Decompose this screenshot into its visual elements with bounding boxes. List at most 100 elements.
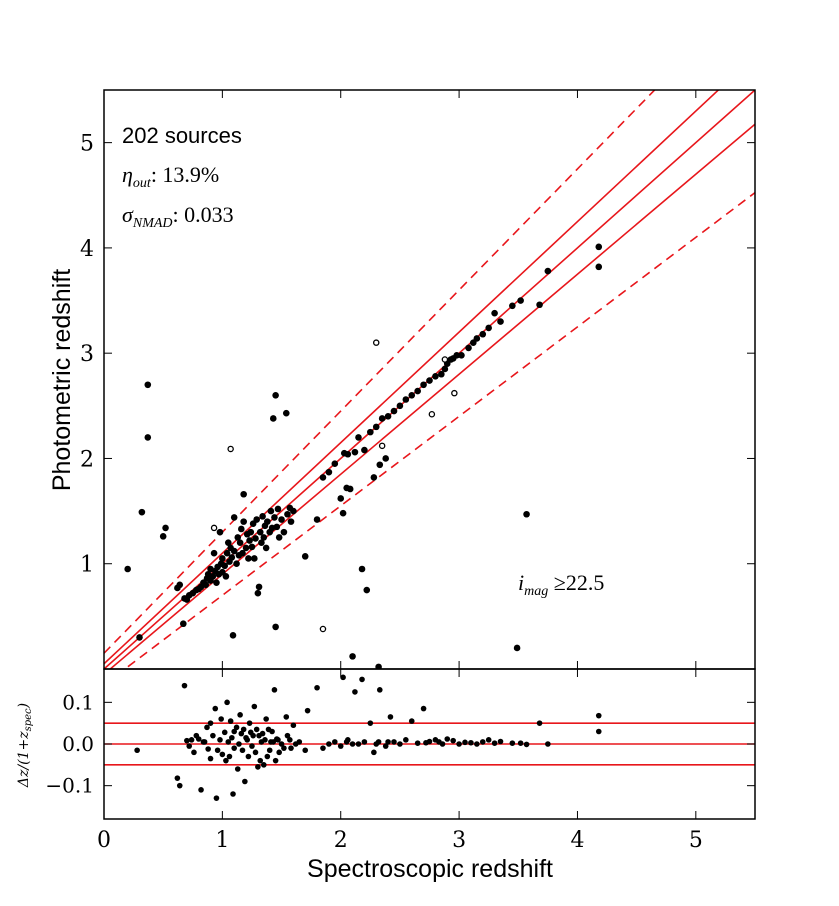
y-axis-label: Photometric redshift	[48, 269, 76, 491]
filled-point-36	[224, 539, 232, 546]
filled-point-99	[351, 448, 359, 456]
filled-point-60	[253, 516, 260, 523]
residual-point-94	[361, 739, 368, 745]
annotation-eta: ηout: 13.9%	[122, 162, 219, 191]
filled-point-79	[275, 534, 283, 541]
residual-point-47	[249, 743, 255, 749]
residual-point-62	[266, 747, 273, 754]
residual-point-52	[255, 764, 261, 770]
xtick-label-2: 2	[334, 828, 348, 853]
residual-point-76	[288, 745, 294, 751]
residual-point-26	[224, 699, 230, 706]
filled-point-76	[272, 623, 279, 631]
filled-point-55	[247, 528, 255, 536]
residual-point-37	[237, 712, 243, 718]
filled-point-40	[229, 632, 237, 639]
residual-point-110	[426, 738, 433, 745]
residual-point-104	[397, 741, 403, 747]
residual-point-71	[278, 741, 285, 747]
residual-point-117	[462, 739, 468, 746]
residual-point-74	[284, 732, 291, 739]
residual-point-79	[296, 739, 303, 745]
residual-point-96	[371, 749, 377, 756]
open-point-6	[441, 356, 449, 363]
residual-point-92	[355, 741, 362, 747]
filled-point-43	[233, 560, 240, 568]
filled-point-75	[272, 391, 279, 399]
residual-point-89	[345, 737, 351, 743]
residual-y-axis-label: Δz/(1+zspec)	[16, 703, 34, 788]
xtick-label-0: 0	[97, 828, 111, 853]
residual-point-9	[195, 736, 202, 742]
filled-point-18	[202, 581, 210, 589]
filled-point-61	[254, 589, 262, 597]
main-ytick-label-1: 2	[80, 447, 94, 472]
residual-point-22	[218, 716, 224, 722]
filled-point-35	[223, 549, 231, 557]
filled-point-29	[216, 528, 224, 536]
residual-point-91	[352, 689, 358, 695]
filled-point-33	[221, 562, 229, 570]
open-point-3	[372, 339, 380, 346]
residual-point-95	[367, 720, 374, 726]
filled-point-130	[479, 330, 487, 338]
filled-point-92	[337, 495, 345, 502]
residual-point-72	[281, 745, 287, 751]
filled-point-113	[396, 402, 404, 410]
filled-point-69	[264, 518, 271, 525]
filled-point-101	[358, 565, 366, 573]
residual-point-122	[491, 740, 498, 746]
filled-point-91	[331, 460, 339, 468]
residual-point-34	[233, 724, 240, 731]
filled-point-66	[260, 534, 268, 541]
residual-point-113	[439, 741, 446, 747]
residual-point-64	[269, 728, 275, 735]
open-point-5	[428, 410, 436, 418]
filled-point-90	[325, 468, 333, 476]
filled-point-78	[274, 505, 282, 513]
filled-point-58	[251, 555, 258, 562]
reference-line-3	[104, 90, 656, 654]
residual-point-20	[214, 747, 221, 754]
filled-point-121	[441, 365, 449, 373]
filled-point-137	[523, 510, 530, 518]
filled-point-110	[382, 455, 390, 462]
residual-point-115	[450, 737, 456, 744]
filled-point-49	[240, 518, 247, 525]
filled-point-63	[256, 528, 264, 536]
filled-point-9	[180, 620, 187, 628]
residual-point-44	[245, 753, 252, 760]
main-scatter-points	[124, 243, 603, 669]
filled-point-56	[248, 543, 256, 551]
residual-point-86	[337, 743, 344, 749]
residual-point-57	[260, 762, 267, 768]
residual-point-58	[262, 737, 268, 743]
residual-point-13	[204, 724, 210, 731]
residual-point-51	[253, 726, 260, 733]
residual-point-67	[272, 757, 279, 764]
filled-point-114	[402, 396, 410, 403]
open-point-1	[227, 445, 234, 453]
filled-point-139	[544, 267, 552, 275]
filled-point-47	[238, 525, 245, 533]
filled-point-100	[355, 434, 362, 441]
filled-point-3	[144, 381, 152, 389]
x-axis-label: Spectroscopic redshift	[307, 855, 553, 883]
filled-point-119	[432, 373, 439, 380]
residual-point-98	[375, 739, 382, 745]
residual-point-80	[302, 747, 309, 754]
open-point-7	[451, 389, 458, 397]
residual-panel: 0.1 0.0 −0.1 0 1 2 3 4 5 Δz/(1+zspec) Spectrosco…	[16, 668, 756, 883]
residual-point-19	[213, 795, 220, 801]
filled-point-117	[420, 381, 427, 389]
filled-point-50	[240, 490, 247, 498]
residual-point-93	[359, 676, 365, 683]
residual-point-2	[176, 782, 183, 789]
filled-point-65	[259, 513, 266, 520]
xtick-label-5: 5	[689, 828, 703, 853]
residual-point-105	[403, 737, 409, 743]
residual-point-16	[207, 755, 214, 762]
filled-point-42	[230, 514, 238, 521]
residual-point-127	[536, 720, 543, 726]
filled-point-24	[210, 549, 218, 557]
